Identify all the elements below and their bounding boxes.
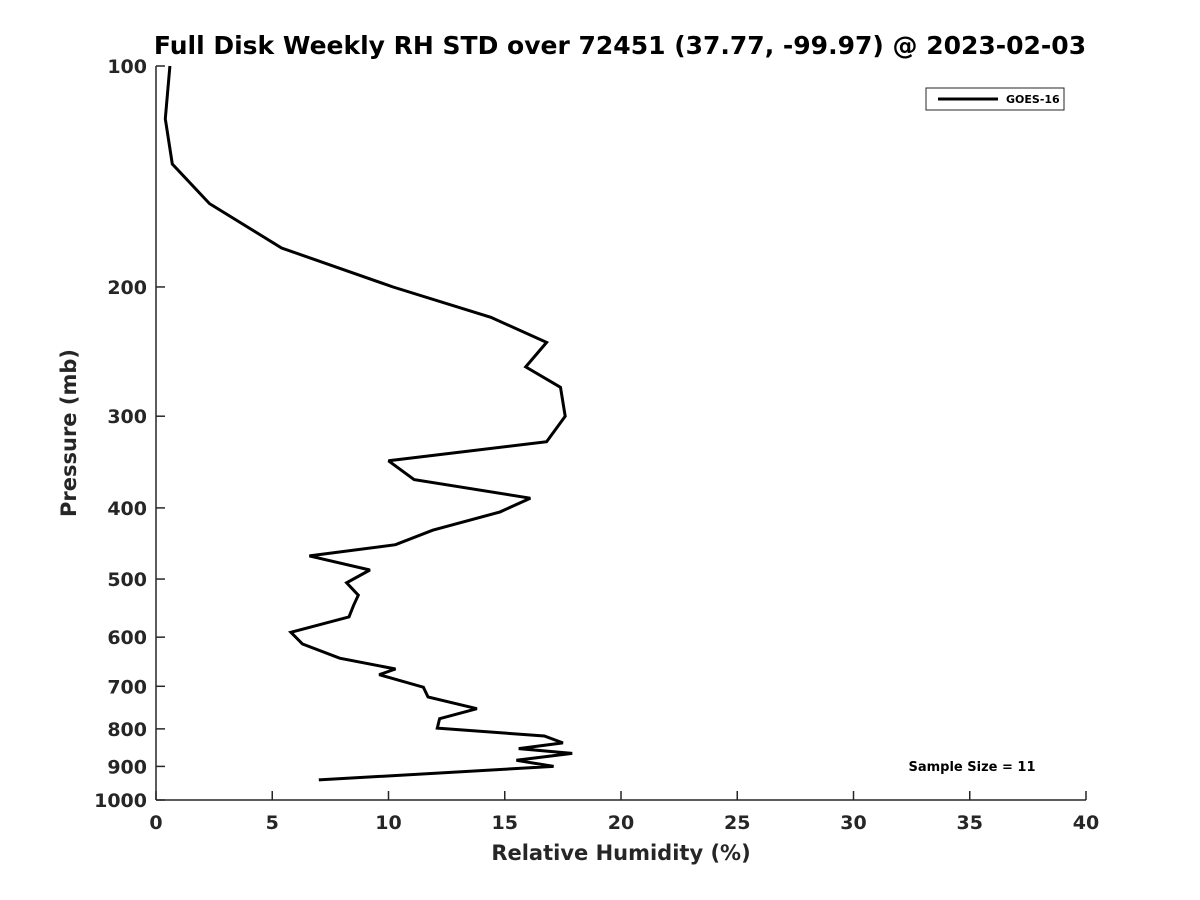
chart-title: Full Disk Weekly RH STD over 72451 (37.7…: [154, 31, 1086, 60]
x-tick-label: 25: [724, 812, 750, 834]
x-ticks: 0 5 10 15 20 25 30 35 40: [149, 791, 1099, 834]
x-tick-label: 20: [608, 812, 634, 834]
y-tick-label: 100: [107, 56, 147, 78]
y-tick-label: 700: [107, 676, 147, 698]
series-line-goes-16: [163, 65, 573, 782]
y-tick-label: 600: [107, 627, 147, 649]
x-tick-label: 35: [957, 812, 983, 834]
y-ticks: 100 200 300 400 500 600 700 800 900 1000: [94, 56, 165, 812]
x-tick-label: 10: [375, 812, 401, 834]
x-axis-label: Relative Humidity (%): [491, 841, 750, 865]
y-tick-label: 400: [107, 498, 147, 520]
legend-label-goes-16: GOES-16: [1006, 93, 1060, 106]
y-axis-label: Pressure (mb): [57, 349, 81, 517]
y-tick-label: 1000: [94, 790, 147, 812]
y-tick-label: 300: [107, 406, 147, 428]
plot-area: [156, 66, 1086, 800]
x-tick-label: 0: [149, 812, 162, 834]
series-group: [163, 65, 573, 782]
legend: GOES-16: [925, 87, 1065, 111]
sample-size-annotation: Sample Size = 11: [908, 760, 1035, 775]
x-tick-label: 15: [492, 812, 518, 834]
y-tick-label: 500: [107, 569, 147, 591]
x-tick-label: 5: [266, 812, 279, 834]
x-tick-label: 40: [1073, 812, 1099, 834]
y-tick-label: 800: [107, 719, 147, 741]
x-tick-label: 30: [840, 812, 866, 834]
y-tick-label: 200: [107, 277, 147, 299]
y-tick-label: 900: [107, 756, 147, 778]
